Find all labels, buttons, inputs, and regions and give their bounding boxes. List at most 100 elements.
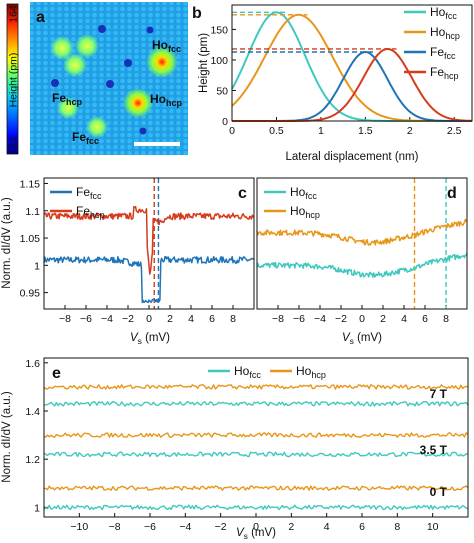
panel-b-ytick-label: 100 bbox=[210, 55, 228, 67]
panel-e-series-ho-fcc-1 bbox=[43, 451, 469, 458]
legend-ho-hcp: Hohcp bbox=[290, 204, 320, 220]
adatom-fe-hcp bbox=[57, 97, 79, 119]
defect bbox=[98, 25, 106, 33]
legend-fe-hcp: Fehcp bbox=[430, 65, 459, 81]
panel-d-xtick-label: 0 bbox=[359, 313, 365, 325]
adatom-fe-fcc bbox=[86, 116, 108, 138]
panel-a-letter: a bbox=[36, 9, 45, 26]
adatom-ho-fcc bbox=[146, 46, 178, 78]
panel-b-xtick-label: 1 bbox=[318, 125, 324, 137]
panel-e-xlabel: Vs (mV) bbox=[236, 527, 276, 541]
panel-e-ytick-label: 1.6 bbox=[25, 358, 40, 370]
field-label-3-5t: 3.5 T bbox=[420, 443, 448, 457]
panel-d-xtick-label: −6 bbox=[293, 313, 305, 325]
panel-d-legend: Hofcc Hohcp bbox=[264, 185, 320, 220]
panel-c-xtick-label: −6 bbox=[80, 313, 92, 325]
panel-d-xtick-label: 4 bbox=[401, 313, 407, 325]
panel-e-xtick-label: −2 bbox=[215, 521, 227, 533]
field-label-0t: 0 T bbox=[430, 485, 448, 499]
legend-ho-fcc: Hofcc bbox=[290, 185, 317, 201]
panel-e-series-ho-fcc-2 bbox=[43, 400, 469, 407]
defect bbox=[146, 26, 154, 34]
panel-b-frame bbox=[231, 4, 473, 122]
stm-label-fe-hcp: Fehcp bbox=[52, 91, 83, 107]
panel-b-legend: Hofcc Hohcp Fefcc Fehcp bbox=[404, 5, 460, 81]
panel-d-frame bbox=[256, 177, 468, 310]
panel-b-xtick-label: 2 bbox=[407, 125, 413, 137]
panel-e-ytick-label: 1.2 bbox=[25, 454, 40, 466]
stm-image: a Hofcc Fehcp Hohcp Fefcc bbox=[30, 2, 188, 155]
panel-c-xtick-label: 4 bbox=[188, 313, 194, 325]
panel-e-frame bbox=[43, 357, 469, 518]
panel-c-ylabel: Norm. dI/dV (a.u.) bbox=[1, 197, 13, 289]
panel-b-series-fe-hcp bbox=[232, 48, 473, 122]
panel-d-xtick-label: −8 bbox=[272, 313, 284, 325]
panel-b-ytick-label: 0 bbox=[222, 116, 228, 128]
panel-d-xtick-label: 8 bbox=[443, 313, 449, 325]
panel-e-letter: e bbox=[52, 365, 61, 382]
panel-e-xtick-label: −10 bbox=[70, 521, 88, 533]
adatom-ho-hcp bbox=[123, 88, 153, 118]
panel-c-xtick-label: 8 bbox=[230, 313, 236, 325]
defect bbox=[106, 80, 114, 88]
panel-c-xtick-label: 0 bbox=[146, 313, 152, 325]
panel-d-letter: d bbox=[447, 185, 457, 202]
panel-c-letter: c bbox=[238, 185, 247, 202]
panel-b-ytick-label: 150 bbox=[210, 24, 228, 36]
panel-c-xtick-label: −2 bbox=[122, 313, 134, 325]
panel-e-ytick-label: 1 bbox=[34, 502, 40, 514]
panel-e-series-ho-hcp-0 bbox=[43, 485, 469, 491]
legend-fe-fcc: Fefcc bbox=[76, 185, 102, 201]
stm-label-ho-hcp: Hohcp bbox=[150, 92, 183, 108]
legend-fe-fcc: Fefcc bbox=[430, 45, 456, 61]
panel-c-ytick-label: 0.95 bbox=[20, 288, 41, 300]
stm-label-ho-fcc: Hofcc bbox=[152, 38, 181, 54]
panel-c-ytick-label: 1.15 bbox=[20, 178, 41, 190]
panel-c-frame bbox=[43, 177, 255, 310]
defect bbox=[124, 59, 132, 67]
legend-ho-fcc: Hofcc bbox=[430, 5, 457, 21]
panel-e-ytick-label: 1.4 bbox=[25, 406, 40, 418]
defect bbox=[139, 127, 147, 135]
panel-e-series-ho-hcp-1 bbox=[43, 432, 469, 438]
panel-b-ylabel: Height (pm) bbox=[198, 33, 210, 93]
colorbar-label: Height (pm) bbox=[8, 53, 20, 108]
panel-c-xtick-label: −8 bbox=[59, 313, 71, 325]
panel-d-xtick-label: 2 bbox=[380, 313, 386, 325]
panel-b-xlabel: Lateral displacement (nm) bbox=[286, 151, 419, 163]
defect bbox=[51, 79, 59, 87]
panel-c-xtick-label: 2 bbox=[167, 313, 173, 325]
colorbar-min: −23 bbox=[8, 137, 20, 155]
panel-b-xtick-label: 2.5 bbox=[447, 125, 462, 137]
panel-d-series-ho-fcc bbox=[256, 252, 468, 278]
panel-e-xtick-label: 10 bbox=[427, 521, 439, 533]
panel-e-xtick-label: 2 bbox=[288, 521, 294, 533]
panel-e-xtick-label: 0 bbox=[253, 521, 259, 533]
adatom bbox=[63, 53, 87, 77]
panel-e-series-ho-hcp-2 bbox=[43, 384, 469, 390]
panel-e-xtick-label: 6 bbox=[359, 521, 365, 533]
field-label-7t: 7 T bbox=[430, 387, 448, 401]
panel-b-xtick-label: 0.5 bbox=[269, 125, 284, 137]
panel-e-series-ho-fcc-0 bbox=[43, 504, 469, 511]
panel-e-xtick-label: −8 bbox=[109, 521, 121, 533]
panel-c-xtick-label: 6 bbox=[209, 313, 215, 325]
panel-c-ytick-label: 1.1 bbox=[25, 206, 40, 218]
panel-e-xtick-label: 8 bbox=[394, 521, 400, 533]
scale-bar bbox=[134, 142, 180, 146]
panel-e-xtick-label: 4 bbox=[324, 521, 330, 533]
panel-c-ytick-label: 1.05 bbox=[20, 233, 41, 245]
panel-b-xtick-label: 1.5 bbox=[358, 125, 373, 137]
colorbar: 164 −23 Height (pm) bbox=[6, 3, 20, 155]
stm-label-fe-fcc: Fefcc bbox=[72, 130, 99, 146]
panel-e-xtick-label: −4 bbox=[179, 521, 191, 533]
panel-d-xtick-label: −2 bbox=[335, 313, 347, 325]
panel-d-xtick-label: −4 bbox=[314, 313, 326, 325]
panel-d-xtick-label: 6 bbox=[422, 313, 428, 325]
panel-c-series-fe-fcc bbox=[43, 255, 255, 304]
panel-b-letter: b bbox=[192, 5, 202, 22]
colorbar-max: 164 bbox=[8, 5, 20, 23]
panel-e-ylabel: Norm. dI/dV (a.u.) bbox=[1, 391, 13, 483]
panel-d-xlabel: Vs (mV) bbox=[342, 332, 382, 346]
